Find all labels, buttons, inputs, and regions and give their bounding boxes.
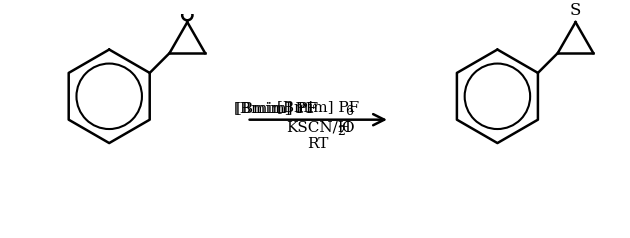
Text: S: S bbox=[570, 2, 581, 19]
Text: RT: RT bbox=[307, 137, 329, 151]
Text: 6: 6 bbox=[345, 105, 353, 118]
Text: [Bmim] PF: [Bmim] PF bbox=[234, 101, 316, 115]
Text: O: O bbox=[341, 121, 353, 135]
Text: [Bmim] PF: [Bmim] PF bbox=[236, 101, 318, 115]
Text: 2: 2 bbox=[337, 125, 345, 138]
Text: KSCN/H: KSCN/H bbox=[286, 121, 351, 135]
Text: [Bmim] PF: [Bmim] PF bbox=[277, 100, 359, 114]
